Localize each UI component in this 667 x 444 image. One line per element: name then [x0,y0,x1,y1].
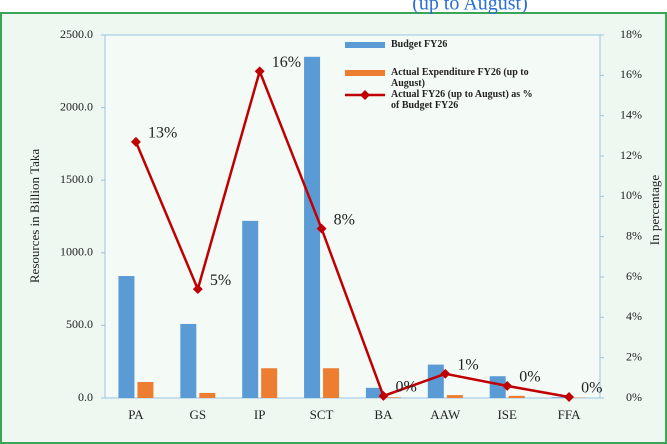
bar [446,395,463,398]
y-tick-label: 1000.0 [60,245,93,259]
data-label: 1% [457,356,478,373]
x-tick-label: AAW [430,407,461,422]
x-tick-label: GS [190,407,207,422]
y2-tick-label: 4% [626,309,642,323]
legend-label: Budget FY26 [391,39,448,50]
y-tick-label: 2500.0 [60,27,93,41]
y-tick-label: 500.0 [66,317,93,331]
bar [199,392,216,398]
y2-tick-label: 6% [626,269,642,283]
data-label: 5% [210,272,231,289]
data-label: 8% [334,211,355,228]
bar [118,276,135,398]
data-label: 0% [519,369,540,386]
y2-tick-label: 2% [626,349,642,363]
y2-tick-label: 14% [620,107,642,121]
line-marker [192,284,203,295]
x-tick-label: ISE [497,407,517,422]
data-label: 0% [395,379,416,396]
line [134,67,570,399]
line-marker [378,391,389,401]
line-marker [564,392,575,402]
y2-tick-label: 0% [626,390,642,404]
y-tick-label: 1500.0 [60,172,93,186]
bar [365,387,382,398]
line-marker [316,223,327,234]
bar [242,220,259,398]
bar [508,395,525,398]
y-tick-label: 2000.0 [60,99,93,113]
x-tick-label: FFA [558,407,581,422]
legend-entry: Budget FY26 [391,39,448,50]
y2-tick-label: 10% [620,188,642,202]
line-marker [502,380,513,391]
bar [323,368,340,398]
y2-tick-label: 12% [620,148,642,162]
data-label: 13% [148,125,177,142]
x-tick-label: SCT [310,407,334,422]
bar [384,397,401,398]
legend-label: Actual Expenditure FY26 (up to August) [391,67,529,89]
legend-entry: Actual Expenditure FY26 (up to August) [391,67,529,89]
line-marker [440,368,451,379]
data-label: 16% [272,54,301,71]
x-tick-label: IP [254,407,266,422]
line-marker [130,136,141,147]
bar [261,368,278,398]
bar [180,323,197,398]
y-axis-label: Resources in Billion Taka [27,149,42,283]
bar [489,376,506,398]
legend-swatch [345,70,385,76]
bar [427,364,444,398]
bar [304,56,321,398]
y-tick-label: 0.0 [78,390,93,404]
y2-tick-label: 18% [620,27,642,41]
legend-entry: Actual FY26 (up to August) as % of Budge… [391,89,533,111]
y2-axis-label: In percentage [647,175,662,246]
legend-label: Actual FY26 (up to August) as % of Budge… [391,89,533,111]
y2-tick-label: 8% [626,228,642,242]
bar [551,397,568,398]
bar [137,382,154,398]
legend-swatch [345,42,385,48]
y2-tick-label: 16% [620,67,642,81]
chart-title: (up to August) [412,0,528,15]
x-tick-label: PA [128,407,144,422]
x-tick-label: BA [374,407,393,422]
data-label: 0% [581,380,602,397]
